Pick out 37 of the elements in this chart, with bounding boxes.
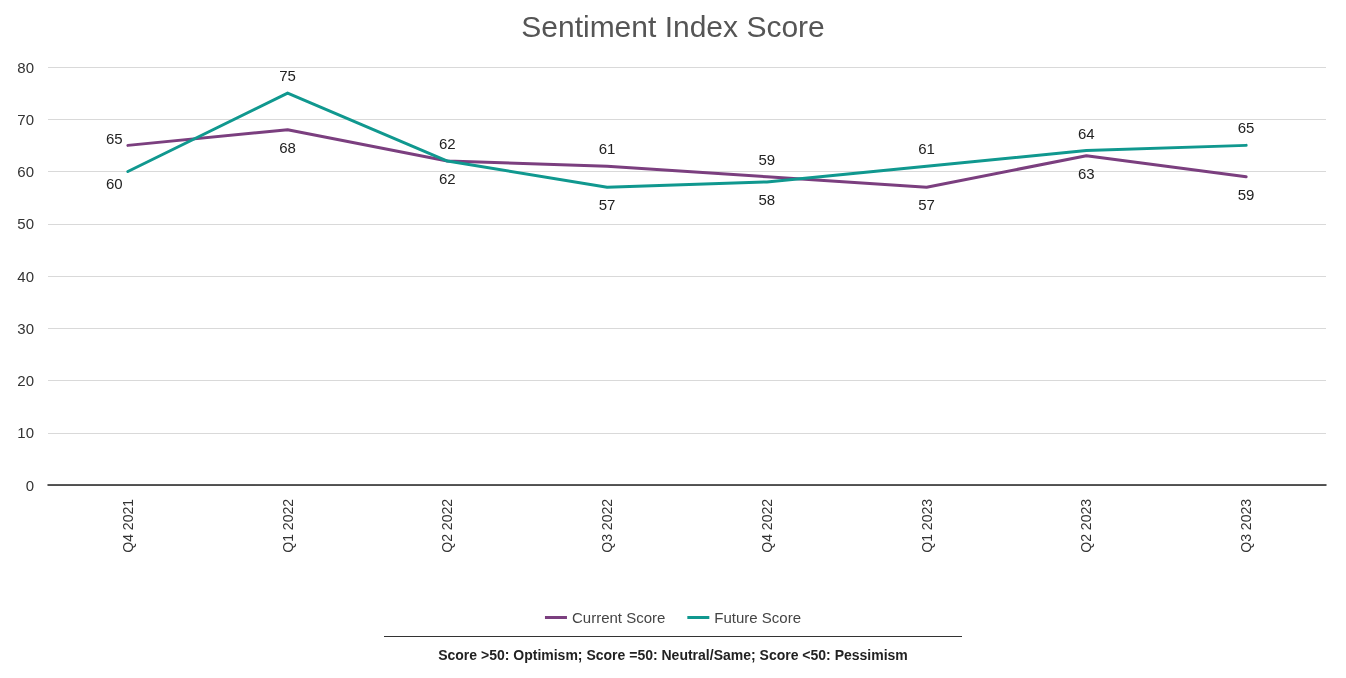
y-tick-label: 0 (25, 476, 34, 494)
y-tick-label: 10 (17, 424, 34, 442)
data-label: 57 (598, 196, 616, 214)
data-label: 62 (439, 170, 456, 188)
data-label: 59 (1237, 185, 1255, 203)
legend-label: Current Score (571, 609, 666, 626)
x-tick-label: Q4 2022 (758, 498, 775, 553)
y-tick-label: 40 (17, 267, 34, 285)
x-tick-label: Q3 2022 (599, 498, 616, 553)
data-label: 60 (105, 174, 123, 192)
text: Score >50: Optimism; Score =50: Neutral/Same; Score <50: Pessimism (384, 636, 962, 663)
data-label: 59 (758, 150, 776, 168)
data-label: 68 (279, 138, 296, 156)
y-tick-label: 20 (17, 372, 34, 389)
data-label: 61 (598, 140, 616, 158)
chart-title: Sentiment Index Score (521, 9, 825, 43)
data-label: 63 (1078, 164, 1095, 182)
x-tick-label: Q3 2023 (1238, 498, 1255, 553)
y-tick-label: 50 (17, 215, 34, 233)
data-label: 65 (105, 130, 123, 148)
x-tick-label: Q4 2021 (119, 498, 136, 553)
y-tick-label: 30 (17, 319, 34, 337)
data-label: 61 (918, 140, 935, 158)
data-label: 58 (758, 190, 776, 208)
x-tick-label: Q2 2023 (1078, 498, 1095, 553)
data-label: 64 (1078, 124, 1095, 142)
x-tick-label: Q2 2022 (439, 498, 456, 553)
legend-label: Future Score (714, 609, 802, 626)
data-label: 62 (439, 135, 456, 153)
data-label: 75 (279, 67, 296, 85)
y-tick-label: 70 (17, 110, 34, 128)
y-tick-label: 80 (17, 58, 34, 76)
data-label: 65 (1237, 119, 1255, 137)
x-tick-label: Q1 2022 (279, 498, 296, 553)
x-tick-label: Q1 2023 (918, 498, 935, 553)
y-tick-label: 60 (17, 163, 34, 180)
data-label: 57 (918, 196, 935, 214)
